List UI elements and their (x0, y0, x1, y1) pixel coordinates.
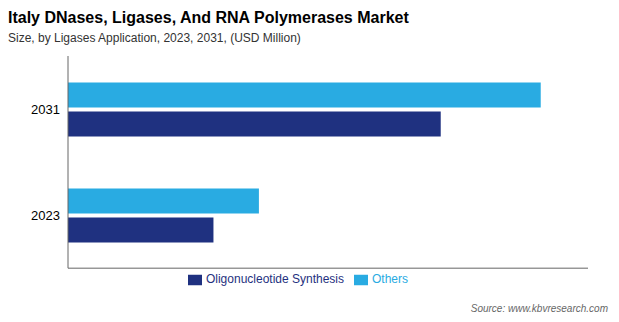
html-text:Size, by Ligases Application,: Size, by Ligases Application, 2023, 2031… (8, 31, 301, 45)
svg-text:2031: 2031 (31, 102, 60, 117)
svg-text:2023: 2023 (31, 208, 60, 223)
html-text:Others: Others (372, 272, 408, 287)
html-text:Source: www.kbvresearch.com: Source: www.kbvresearch.com (470, 303, 608, 314)
html-text:Oligonucleotide Synthesis: Oligonucleotide Synthesis (205, 272, 344, 287)
html-text:Italy DNases, Ligases, And RNA: Italy DNases, Ligases, And RNA Polymeras… (8, 9, 409, 26)
